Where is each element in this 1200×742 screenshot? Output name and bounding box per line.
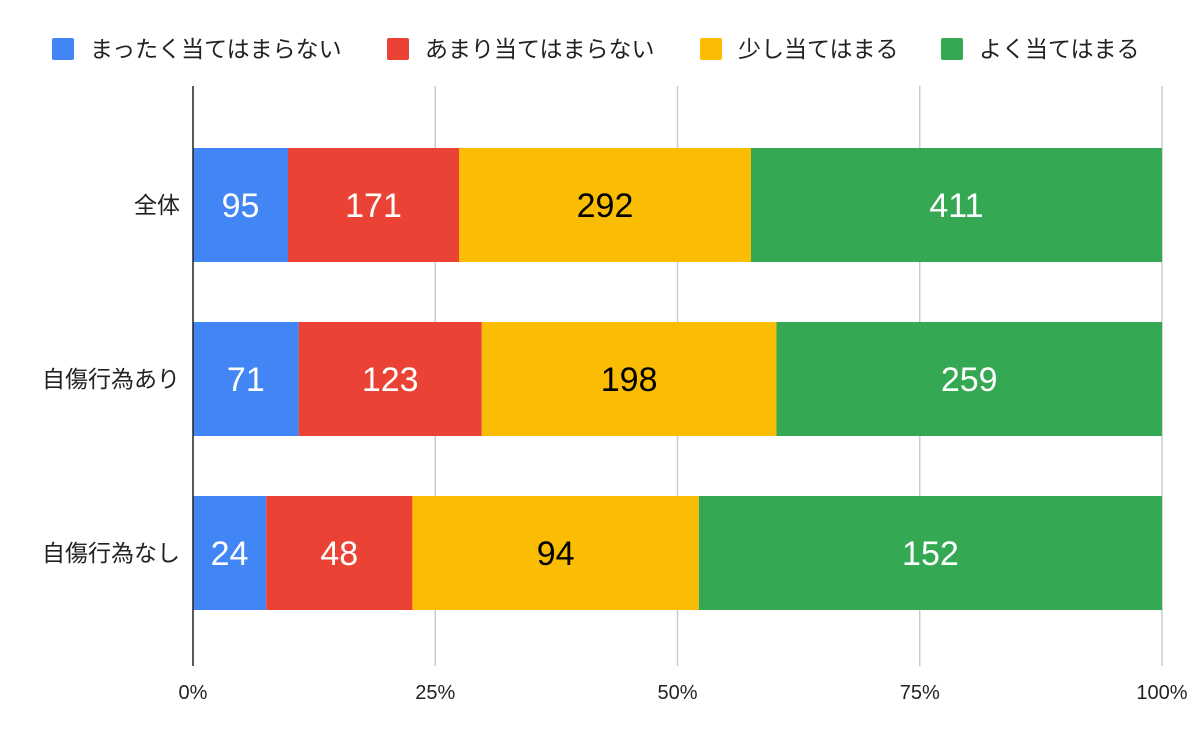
data-label-3-1: 24	[211, 535, 249, 573]
data-label-2-2: 123	[362, 361, 419, 399]
legend: まったく当てはまらない あまり当てはまらない 少し当てはまる よく当てはまる	[52, 37, 1140, 63]
bar-segment-3-2	[266, 496, 413, 610]
x-tick-label-4: 75%	[900, 682, 940, 704]
legend-swatch-2	[387, 38, 409, 60]
data-label-3-2: 48	[320, 535, 358, 573]
data-label-2-1: 71	[227, 361, 265, 399]
bar-segment-1-4	[751, 148, 1162, 262]
legend-label-3: 少し当てはまる	[738, 37, 899, 63]
bar-segment-3-3	[412, 496, 699, 610]
bar-segment-2-3	[481, 322, 777, 436]
bar-segment-2-1	[193, 322, 299, 436]
bar-segment-2-4	[776, 322, 1162, 436]
x-tick-label-5: 100%	[1136, 682, 1187, 704]
x-axis-tick-labels: 0% 25% 50% 75% 100%	[179, 682, 1188, 704]
legend-swatch-1	[52, 38, 74, 60]
bars: 95 171 292 411 71 123 198 259 24 48 94 152	[193, 148, 1162, 610]
data-label-1-2: 171	[345, 187, 402, 225]
category-label-2: 自傷行為あり	[42, 367, 180, 393]
bar-segment-1-2	[288, 148, 459, 262]
legend-label-2: あまり当てはまらない	[425, 37, 655, 63]
x-tick-label-3: 50%	[657, 682, 697, 704]
data-label-2-3: 198	[601, 361, 658, 399]
category-label-3: 自傷行為なし	[42, 541, 180, 567]
bar-segment-1-3	[459, 148, 751, 262]
data-label-1-4: 411	[929, 187, 983, 225]
data-label-3-3: 94	[537, 535, 575, 573]
data-label-1-3: 292	[577, 187, 634, 225]
x-tick-label-1: 0%	[179, 682, 208, 704]
bar-segment-3-4	[698, 496, 1162, 610]
data-label-1-1: 95	[222, 187, 260, 225]
data-label-2-4: 259	[941, 361, 998, 399]
legend-swatch-3	[700, 38, 722, 60]
legend-label-4: よく当てはまる	[979, 37, 1140, 63]
category-label-1: 全体	[134, 193, 180, 219]
bar-group-3: 24 48 94 152	[193, 496, 1162, 610]
bar-group-2: 71 123 198 259	[193, 322, 1162, 436]
x-tick-label-2: 25%	[415, 682, 455, 704]
bar-segment-3-1	[193, 496, 267, 610]
data-label-3-4: 152	[902, 535, 959, 573]
bar-segment-1-1	[193, 148, 288, 262]
legend-label-1: まったく当てはまらない	[90, 37, 342, 63]
bar-group-1: 95 171 292 411	[193, 148, 1162, 262]
legend-swatch-4	[941, 38, 963, 60]
bar-segment-2-2	[298, 322, 482, 436]
